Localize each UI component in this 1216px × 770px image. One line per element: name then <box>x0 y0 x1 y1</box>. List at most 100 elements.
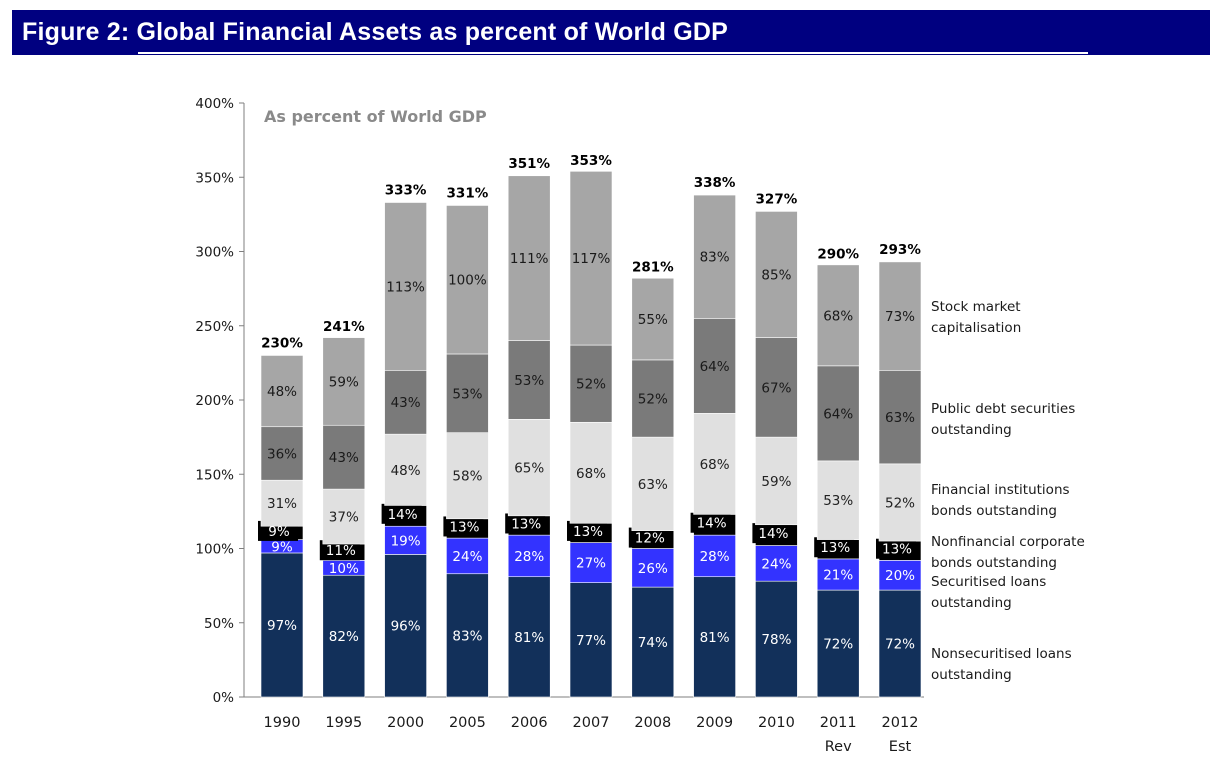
segment-label: 52% <box>576 377 606 393</box>
segment-label: 53% <box>514 373 544 389</box>
segment-label: 53% <box>823 493 853 509</box>
total-label: 333% <box>385 182 427 198</box>
segment-label: 100% <box>448 273 487 289</box>
bar-segment <box>693 413 736 515</box>
segment-label: 14% <box>388 507 418 523</box>
total-label: 290% <box>817 246 859 262</box>
y-tick-label: 300% <box>195 245 234 261</box>
segment-label: 64% <box>700 359 730 375</box>
bar-segment <box>569 542 613 583</box>
segment-label: 74% <box>638 635 668 651</box>
segment-label: 13% <box>882 542 912 558</box>
x-tick-label: 2010 <box>758 715 795 731</box>
total-label: 338% <box>694 175 736 191</box>
segment-label: 13% <box>820 540 850 556</box>
bar-segment <box>878 560 922 591</box>
x-tick-label: 2011 <box>820 715 857 731</box>
x-tick-label: 2012 <box>882 715 919 731</box>
segment-label: 43% <box>391 395 421 411</box>
total-label: 230% <box>261 335 303 351</box>
segment-label: 72% <box>823 637 853 653</box>
segment-label: 77% <box>576 633 606 649</box>
total-label: 327% <box>756 191 798 207</box>
bar-segment <box>631 436 675 531</box>
segment-label: 24% <box>452 549 482 565</box>
segment-label: 20% <box>885 568 915 584</box>
segment-label: 73% <box>885 309 915 325</box>
bar-segment <box>446 353 489 433</box>
segment-label: 83% <box>700 250 730 266</box>
segment-label: 27% <box>576 556 606 572</box>
segment-label-box <box>814 537 855 558</box>
bar-segment <box>446 537 489 575</box>
segment-label-box <box>752 523 793 544</box>
bar-segment <box>446 432 489 520</box>
y-tick-label: 350% <box>195 170 234 186</box>
bar-segment <box>569 421 613 524</box>
segment-label: 85% <box>761 268 791 284</box>
segment-label: 63% <box>885 410 915 426</box>
segment-label: 12% <box>635 531 665 547</box>
segment-label: 72% <box>885 637 915 653</box>
bar-segment <box>816 264 860 367</box>
segment-label: 111% <box>510 251 549 267</box>
x-tick-label: 2007 <box>573 715 610 731</box>
segment-label-box <box>567 520 607 541</box>
segment-label: 68% <box>576 466 606 482</box>
segment-label: 68% <box>700 457 730 473</box>
legend-nonfinancial-corporate: Nonfinancial corporate bonds outstanding <box>931 534 1085 571</box>
segment-label: 67% <box>761 380 791 396</box>
bar-segment <box>816 558 860 591</box>
segment-label: 26% <box>638 561 668 577</box>
legend-nonsecuritised-loans: Nonsecuritised loans outstanding <box>931 646 1072 683</box>
segment-label-box <box>628 527 669 548</box>
segment-label: 113% <box>386 279 425 295</box>
segment-label: 10% <box>329 561 359 577</box>
bar-segment <box>507 576 551 698</box>
bar-segment <box>507 419 551 517</box>
bar-segment <box>322 337 366 426</box>
bar-segment <box>384 202 427 371</box>
bar-segment <box>631 548 675 588</box>
segment-label: 52% <box>885 495 915 511</box>
bar-segment <box>755 337 798 438</box>
bar-segment <box>755 545 798 582</box>
legend-securitised-loans: Securitised loans outstanding <box>931 574 1047 611</box>
segment-label: 37% <box>329 510 359 526</box>
segment-label: 97% <box>267 618 297 634</box>
segment-label: 59% <box>329 374 359 390</box>
bar-segment <box>507 340 551 420</box>
bar-segment <box>384 369 427 435</box>
segment-label: 82% <box>329 629 359 645</box>
segment-label: 13% <box>449 519 479 535</box>
bar-segment <box>322 574 366 698</box>
segment-label: 43% <box>329 450 359 466</box>
segment-label: 63% <box>638 477 668 493</box>
segment-label: 117% <box>572 251 611 267</box>
x-tick-label: 2005 <box>449 715 486 731</box>
x-tick-label: Rev <box>825 739 852 755</box>
title-underline <box>138 52 1088 54</box>
x-tick-label: 2008 <box>634 715 671 731</box>
segment-label-box <box>319 540 360 561</box>
total-label: 293% <box>879 242 921 258</box>
segment-label: 28% <box>700 549 730 565</box>
bar-segment <box>569 171 613 346</box>
bar-segment <box>755 211 798 338</box>
bar-segment <box>569 582 613 698</box>
segment-label: 58% <box>452 469 482 485</box>
segment-label-box <box>505 513 546 534</box>
bar-segment <box>693 318 736 414</box>
segment-label-box <box>381 503 422 524</box>
segment-label: 48% <box>391 463 421 479</box>
segment-label: 24% <box>761 556 791 572</box>
segment-label: 48% <box>267 384 297 400</box>
segment-label: 19% <box>391 533 421 549</box>
segment-label: 13% <box>573 524 603 540</box>
bar-segment <box>631 359 675 438</box>
y-tick-label: 50% <box>204 616 234 632</box>
legend-stock-market: Stock market capitalisation <box>931 299 1022 336</box>
bar-segment <box>322 424 366 490</box>
bar-segment <box>260 479 304 527</box>
bar-segment <box>260 355 304 428</box>
